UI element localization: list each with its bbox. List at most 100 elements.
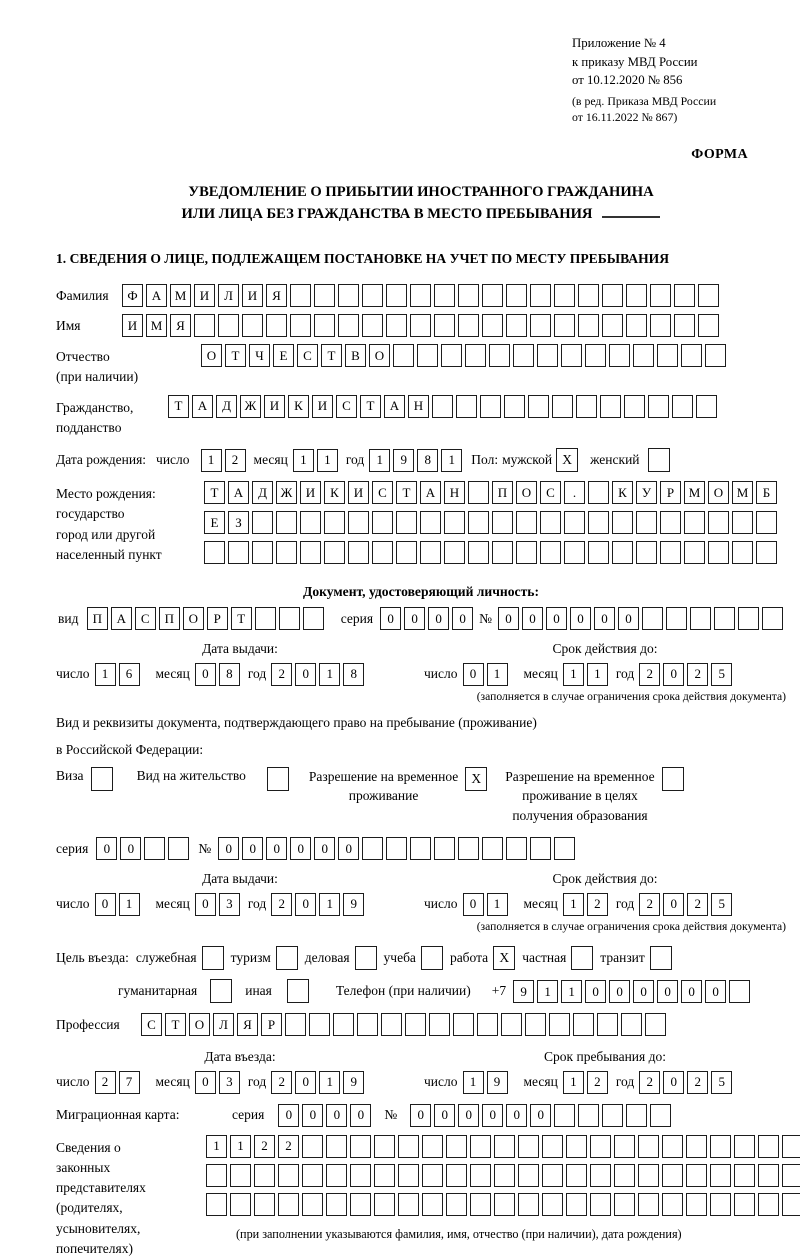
char-cell[interactable]: 0	[295, 662, 317, 686]
char-cell[interactable]	[372, 511, 393, 535]
char-cell[interactable]: М	[732, 481, 753, 505]
char-cell[interactable]: А	[228, 481, 249, 505]
char-cell[interactable]: 2	[639, 892, 661, 916]
char-cell[interactable]: 0	[663, 892, 685, 916]
char-cell[interactable]	[660, 541, 681, 565]
char-cell[interactable]	[732, 511, 753, 535]
char-cell[interactable]	[554, 1103, 576, 1127]
char-cell[interactable]	[456, 394, 477, 418]
char-cell[interactable]: 1	[562, 892, 584, 916]
char-cell[interactable]: Т	[168, 394, 189, 418]
char-cell[interactable]	[242, 314, 263, 338]
char-cell[interactable]	[398, 1192, 419, 1216]
char-cell[interactable]	[410, 837, 432, 861]
char-cell[interactable]	[326, 1192, 347, 1216]
char-cell[interactable]	[756, 541, 777, 565]
char-cell[interactable]: 1	[462, 1070, 484, 1094]
char-cell[interactable]: А	[420, 481, 441, 505]
char-cell[interactable]	[573, 1013, 594, 1037]
char-cell[interactable]: 1	[441, 448, 463, 472]
char-cell[interactable]: О	[708, 481, 729, 505]
char-cell[interactable]: С	[372, 481, 393, 505]
char-cell[interactable]	[734, 1192, 755, 1216]
char-cell[interactable]: М	[684, 481, 705, 505]
char-cell[interactable]	[362, 837, 384, 861]
char-cell[interactable]	[300, 541, 321, 565]
char-cell[interactable]: 1	[200, 448, 222, 472]
char-cell[interactable]	[194, 314, 215, 338]
char-cell[interactable]	[434, 837, 456, 861]
char-cell[interactable]: 3	[218, 892, 240, 916]
char-cell[interactable]: Н	[444, 481, 465, 505]
char-cell[interactable]	[314, 314, 335, 338]
char-cell[interactable]	[666, 607, 687, 631]
char-cell[interactable]: 1	[94, 662, 116, 686]
char-cell[interactable]	[590, 1134, 611, 1158]
char-cell[interactable]	[590, 1163, 611, 1187]
char-cell[interactable]	[276, 511, 297, 535]
char-cell[interactable]: О	[182, 607, 204, 631]
purpose-option-transit-checkbox[interactable]	[649, 946, 672, 971]
char-cell[interactable]: 9	[343, 892, 365, 916]
char-cell[interactable]	[252, 541, 273, 565]
char-cell[interactable]	[530, 837, 552, 861]
char-cell[interactable]	[684, 511, 705, 535]
char-cell[interactable]	[410, 284, 431, 308]
char-cell[interactable]	[602, 1103, 624, 1127]
char-cell[interactable]	[648, 394, 669, 418]
char-cell[interactable]	[588, 481, 609, 505]
char-cell[interactable]	[734, 1134, 755, 1158]
char-cell[interactable]	[738, 607, 759, 631]
char-cell[interactable]	[756, 511, 777, 535]
char-cell[interactable]: Ф	[122, 284, 143, 308]
char-cell[interactable]	[525, 1013, 546, 1037]
char-cell[interactable]: 0	[705, 979, 727, 1003]
char-cell[interactable]	[690, 607, 711, 631]
char-cell[interactable]: 9	[393, 448, 415, 472]
char-cell[interactable]	[530, 314, 551, 338]
char-cell[interactable]	[393, 344, 414, 368]
char-cell[interactable]	[614, 1163, 635, 1187]
char-cell[interactable]: 0	[462, 662, 484, 686]
char-cell[interactable]	[410, 314, 431, 338]
char-cell[interactable]	[549, 1013, 570, 1037]
char-cell[interactable]	[470, 1192, 491, 1216]
char-cell[interactable]: 0	[338, 837, 360, 861]
char-cell[interactable]: 0	[663, 662, 685, 686]
char-cell[interactable]	[417, 344, 438, 368]
char-cell[interactable]	[588, 511, 609, 535]
char-cell[interactable]	[758, 1134, 779, 1158]
char-cell[interactable]: А	[110, 607, 132, 631]
char-cell[interactable]	[468, 511, 489, 535]
char-cell[interactable]	[458, 837, 480, 861]
char-cell[interactable]	[686, 1192, 707, 1216]
char-cell[interactable]: П	[492, 481, 513, 505]
char-cell[interactable]	[492, 511, 513, 535]
char-cell[interactable]	[465, 344, 486, 368]
char-cell[interactable]	[686, 1134, 707, 1158]
char-cell[interactable]	[278, 1163, 299, 1187]
char-cell[interactable]	[708, 511, 729, 535]
char-cell[interactable]	[590, 1192, 611, 1216]
char-cell[interactable]	[350, 1163, 371, 1187]
char-cell[interactable]: 1	[319, 1070, 341, 1094]
char-cell[interactable]	[230, 1192, 251, 1216]
char-cell[interactable]	[254, 1192, 275, 1216]
char-cell[interactable]	[650, 1103, 672, 1127]
char-cell[interactable]: 8	[417, 448, 439, 472]
char-cell[interactable]	[381, 1013, 402, 1037]
char-cell[interactable]: 0	[434, 1103, 456, 1127]
char-cell[interactable]: Т	[360, 394, 381, 418]
char-cell[interactable]	[458, 284, 479, 308]
purpose-option-tourism-checkbox[interactable]	[275, 946, 298, 971]
char-cell[interactable]	[626, 1103, 648, 1127]
char-cell[interactable]: 2	[278, 1134, 299, 1158]
char-cell[interactable]	[528, 394, 549, 418]
char-cell[interactable]: Д	[216, 394, 237, 418]
sex-male-checkbox[interactable]: X	[556, 448, 579, 473]
char-cell[interactable]: 5	[711, 1070, 733, 1094]
char-cell[interactable]	[600, 394, 621, 418]
char-cell[interactable]: 1	[206, 1134, 227, 1158]
char-cell[interactable]	[278, 607, 300, 631]
char-cell[interactable]: К	[612, 481, 633, 505]
